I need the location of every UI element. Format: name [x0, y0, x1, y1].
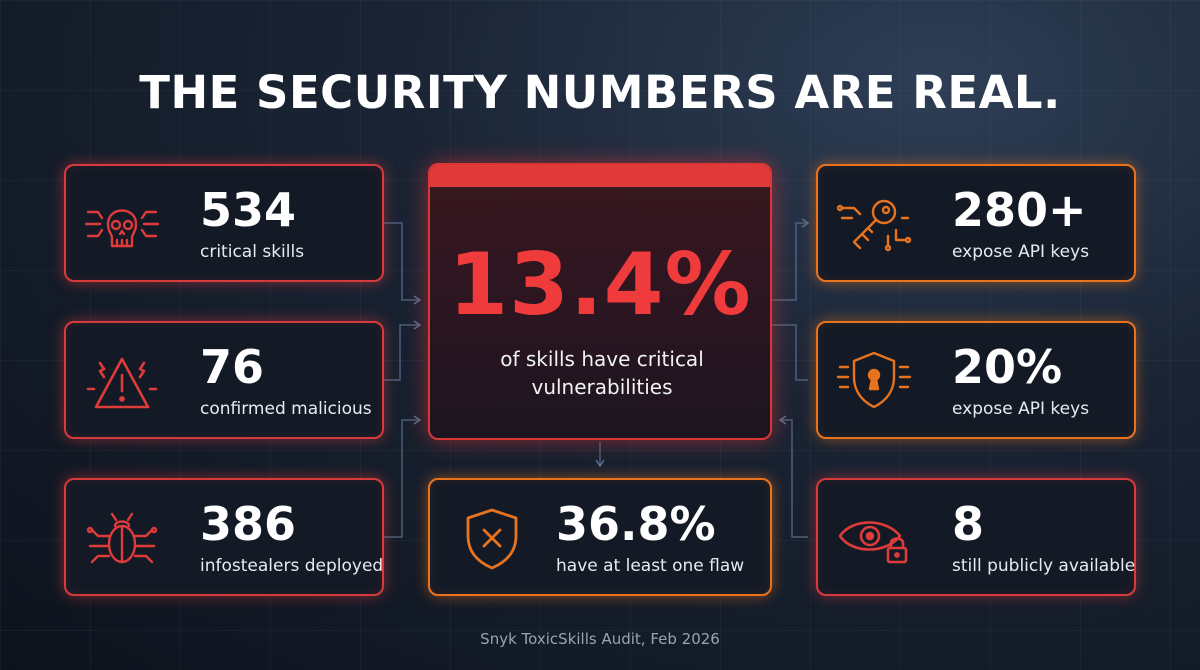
stat-label: confirmed malicious — [200, 399, 372, 419]
stat-card-confirmed-malicious: 76 confirmed malicious — [64, 321, 384, 439]
warning-icon — [82, 345, 162, 417]
stat-value: 280+ — [952, 183, 1087, 237]
headline-stat-card: 13.4% of skills have critical vulnerabil… — [428, 163, 772, 440]
shield-lock-icon — [834, 345, 914, 417]
stat-value: 534 — [200, 183, 297, 237]
shield-x-icon — [452, 502, 532, 574]
stat-card-publicly-available: 8 still publicly available — [816, 478, 1136, 596]
stat-value: 36.8% — [556, 497, 716, 551]
source-caption: Snyk ToxicSkills Audit, Feb 2026 — [480, 630, 720, 648]
headline-label: of skills have critical vulnerabilities — [500, 347, 704, 399]
stat-card-api-keys-count: 280+ expose API keys — [816, 164, 1136, 282]
stat-value: 76 — [200, 340, 265, 394]
bug-icon — [82, 502, 162, 574]
stat-card-critical-skills: 534 critical skills — [64, 164, 384, 282]
stat-label: expose API keys — [952, 242, 1090, 262]
stat-label: expose API keys — [952, 399, 1090, 419]
stat-card-at-least-one-flaw: 36.8% have at least one flaw — [428, 478, 772, 596]
stat-label: infostealers deployed — [200, 556, 384, 576]
eye-lock-icon — [834, 502, 914, 574]
headline-value: 13.4% — [448, 235, 752, 335]
key-icon — [834, 188, 914, 260]
page-title: THE SECURITY NUMBERS ARE REAL. — [139, 66, 1061, 119]
stat-value: 8 — [952, 497, 985, 551]
stat-label: still publicly available — [952, 556, 1136, 576]
card-header-bar — [430, 165, 770, 187]
stat-card-infostealers: 386 infostealers deployed — [64, 478, 384, 596]
stat-value: 20% — [952, 340, 1063, 394]
skull-icon — [82, 188, 162, 260]
stat-label: critical skills — [200, 242, 305, 262]
stat-label: have at least one flaw — [556, 556, 745, 576]
stat-value: 386 — [200, 497, 297, 551]
stat-card-api-keys-percent: 20% expose API keys — [816, 321, 1136, 439]
